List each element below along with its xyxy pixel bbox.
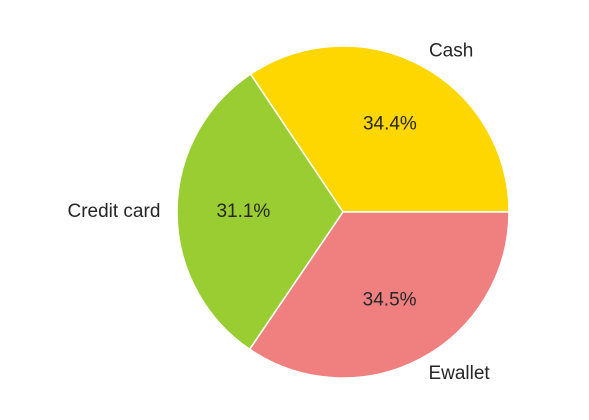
category-label-credit-card: Credit card [67,201,160,222]
category-label-cash: Cash [429,40,473,61]
pct-label-ewallet: 34.5% [363,290,417,311]
pct-label-credit-card: 31.1% [216,201,270,222]
category-label-ewallet: Ewallet [428,363,490,384]
pct-label-cash: 34.4% [363,114,417,135]
